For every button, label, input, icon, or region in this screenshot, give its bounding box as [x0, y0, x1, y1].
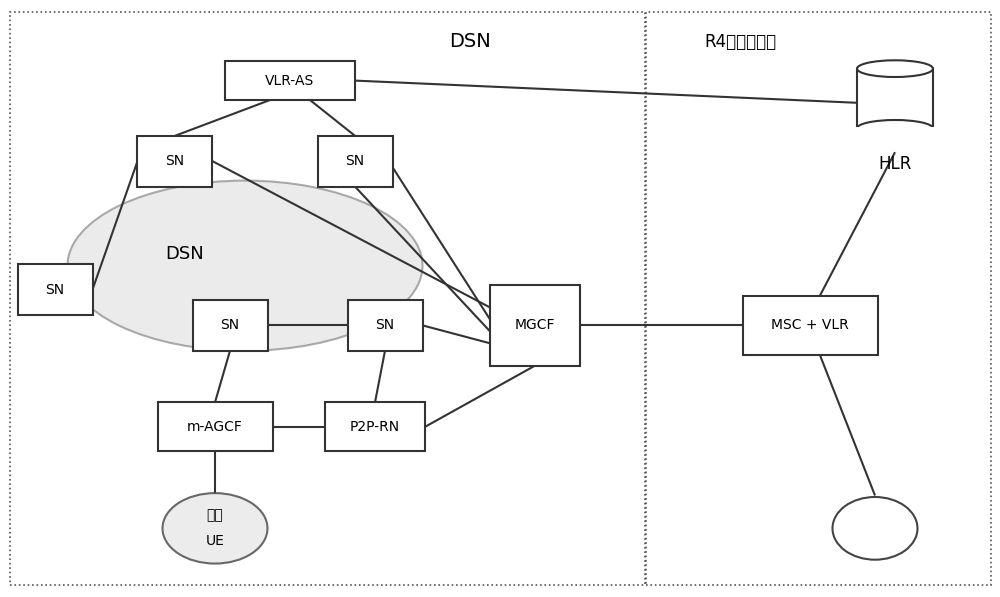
Text: 移动: 移动	[207, 508, 223, 522]
Bar	[646, 12, 991, 585]
Bar	[137, 136, 212, 186]
Text: SN: SN	[45, 282, 65, 297]
Bar	[857, 69, 933, 128]
Text: R4软交换网络: R4软交换网络	[704, 33, 776, 51]
Text: DSN: DSN	[449, 32, 491, 51]
Text: SN: SN	[345, 154, 365, 168]
Bar	[855, 127, 935, 138]
Text: MSC + VLR: MSC + VLR	[771, 318, 849, 333]
Bar	[192, 300, 268, 350]
Bar	[10, 12, 645, 585]
Text: SN: SN	[375, 318, 395, 333]
Ellipse shape	[857, 60, 933, 77]
Text: VLR-AS: VLR-AS	[265, 73, 315, 88]
Text: P2P-RN: P2P-RN	[350, 420, 400, 434]
Bar	[318, 136, 392, 186]
Bar	[348, 300, 423, 350]
Bar	[225, 61, 355, 100]
Text: SN: SN	[220, 318, 240, 333]
Ellipse shape	[832, 497, 918, 560]
Ellipse shape	[162, 493, 268, 564]
Text: HLR: HLR	[878, 155, 912, 173]
Text: UE: UE	[206, 534, 224, 549]
Text: m-AGCF: m-AGCF	[187, 420, 243, 434]
Text: DSN: DSN	[166, 245, 204, 263]
Bar	[325, 402, 425, 451]
Text: MGCF: MGCF	[515, 318, 555, 333]
Ellipse shape	[857, 120, 933, 137]
Bar	[158, 402, 272, 451]
Ellipse shape	[68, 180, 422, 350]
Bar	[742, 296, 878, 355]
Bar	[18, 264, 92, 315]
Bar	[490, 285, 580, 365]
Text: SN: SN	[165, 154, 185, 168]
